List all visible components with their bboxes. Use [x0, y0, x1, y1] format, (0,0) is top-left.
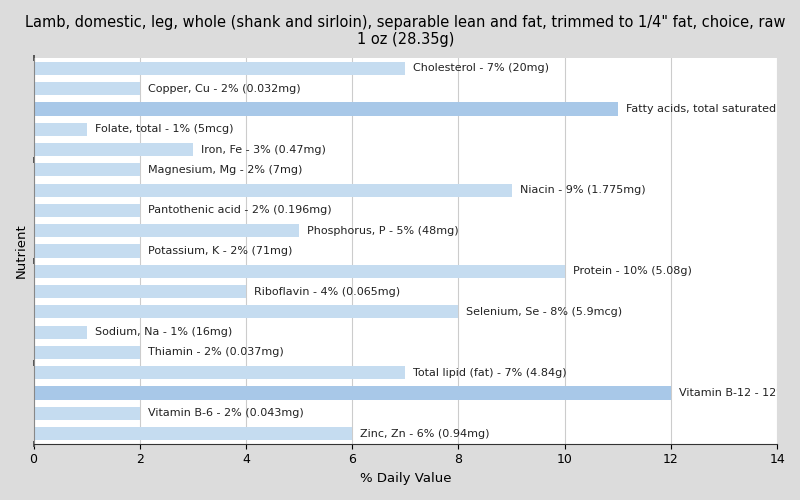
- Text: Niacin - 9% (1.775mg): Niacin - 9% (1.775mg): [519, 185, 645, 195]
- Text: Magnesium, Mg - 2% (7mg): Magnesium, Mg - 2% (7mg): [148, 165, 302, 175]
- Bar: [34, 264, 565, 278]
- Text: Cholesterol - 7% (20mg): Cholesterol - 7% (20mg): [414, 64, 550, 74]
- Text: Vitamin B-6 - 2% (0.043mg): Vitamin B-6 - 2% (0.043mg): [148, 408, 303, 418]
- X-axis label: % Daily Value: % Daily Value: [359, 472, 451, 485]
- Bar: [34, 306, 458, 318]
- Bar: [34, 62, 406, 75]
- Bar: [34, 366, 406, 380]
- Bar: [34, 427, 352, 440]
- Title: Lamb, domestic, leg, whole (shank and sirloin), separable lean and fat, trimmed : Lamb, domestic, leg, whole (shank and si…: [25, 15, 786, 48]
- Bar: [34, 122, 86, 136]
- Y-axis label: Nutrient: Nutrient: [15, 224, 28, 278]
- Text: Selenium, Se - 8% (5.9mcg): Selenium, Se - 8% (5.9mcg): [466, 307, 622, 317]
- Text: Iron, Fe - 3% (0.47mg): Iron, Fe - 3% (0.47mg): [201, 144, 326, 154]
- Bar: [34, 102, 618, 116]
- Text: Thiamin - 2% (0.037mg): Thiamin - 2% (0.037mg): [148, 348, 283, 358]
- Bar: [34, 406, 140, 420]
- Text: Fatty acids, total saturated - 11% (2.106g): Fatty acids, total saturated - 11% (2.10…: [626, 104, 800, 114]
- Bar: [34, 224, 299, 237]
- Bar: [34, 285, 246, 298]
- Bar: [34, 164, 140, 176]
- Text: Riboflavin - 4% (0.065mg): Riboflavin - 4% (0.065mg): [254, 286, 400, 296]
- Text: Protein - 10% (5.08g): Protein - 10% (5.08g): [573, 266, 691, 276]
- Text: Zinc, Zn - 6% (0.94mg): Zinc, Zn - 6% (0.94mg): [360, 428, 490, 438]
- Text: Folate, total - 1% (5mcg): Folate, total - 1% (5mcg): [94, 124, 233, 134]
- Text: Potassium, K - 2% (71mg): Potassium, K - 2% (71mg): [148, 246, 292, 256]
- Text: Phosphorus, P - 5% (48mg): Phosphorus, P - 5% (48mg): [307, 226, 458, 235]
- Bar: [34, 346, 140, 359]
- Text: Pantothenic acid - 2% (0.196mg): Pantothenic acid - 2% (0.196mg): [148, 206, 331, 216]
- Bar: [34, 82, 140, 96]
- Bar: [34, 386, 671, 400]
- Text: Copper, Cu - 2% (0.032mg): Copper, Cu - 2% (0.032mg): [148, 84, 300, 94]
- Text: Sodium, Na - 1% (16mg): Sodium, Na - 1% (16mg): [94, 327, 232, 337]
- Bar: [34, 244, 140, 258]
- Bar: [34, 184, 511, 196]
- Text: Total lipid (fat) - 7% (4.84g): Total lipid (fat) - 7% (4.84g): [414, 368, 567, 378]
- Bar: [34, 204, 140, 217]
- Text: Vitamin B-12 - 12% (0.71mcg): Vitamin B-12 - 12% (0.71mcg): [679, 388, 800, 398]
- Bar: [34, 326, 86, 338]
- Bar: [34, 143, 193, 156]
